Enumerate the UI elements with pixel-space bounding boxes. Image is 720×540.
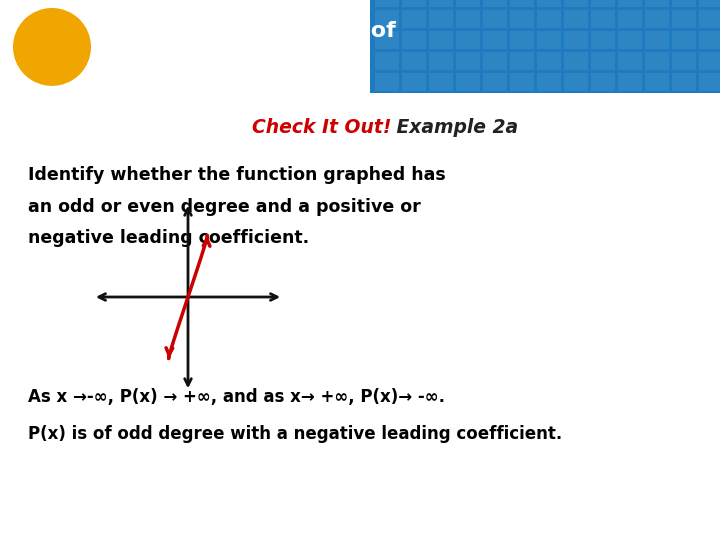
FancyBboxPatch shape [618,52,642,70]
FancyBboxPatch shape [456,52,480,70]
FancyBboxPatch shape [537,52,561,70]
FancyBboxPatch shape [375,0,399,7]
Text: negative leading coefficient.: negative leading coefficient. [28,229,309,247]
FancyBboxPatch shape [564,52,588,70]
FancyBboxPatch shape [402,10,426,28]
FancyBboxPatch shape [510,0,534,7]
FancyBboxPatch shape [510,52,534,70]
FancyBboxPatch shape [375,10,399,28]
FancyBboxPatch shape [645,0,669,7]
FancyBboxPatch shape [483,52,507,70]
Text: Identify whether the function graphed has: Identify whether the function graphed ha… [28,166,446,184]
FancyBboxPatch shape [375,52,399,70]
FancyBboxPatch shape [510,31,534,49]
FancyBboxPatch shape [618,73,642,91]
Text: P(x) is of odd degree with a negative leading coefficient.: P(x) is of odd degree with a negative le… [28,424,562,443]
FancyBboxPatch shape [429,52,453,70]
FancyBboxPatch shape [402,31,426,49]
FancyBboxPatch shape [564,31,588,49]
FancyBboxPatch shape [483,0,507,7]
FancyBboxPatch shape [483,10,507,28]
FancyBboxPatch shape [483,73,507,91]
FancyBboxPatch shape [591,73,615,91]
FancyBboxPatch shape [672,0,696,7]
FancyBboxPatch shape [375,73,399,91]
FancyBboxPatch shape [645,10,669,28]
FancyBboxPatch shape [591,31,615,49]
FancyBboxPatch shape [483,31,507,49]
FancyBboxPatch shape [618,0,642,7]
FancyBboxPatch shape [618,31,642,49]
FancyBboxPatch shape [564,10,588,28]
Text: Check It Out!: Check It Out! [252,118,392,137]
FancyBboxPatch shape [456,0,480,7]
FancyBboxPatch shape [645,73,669,91]
FancyBboxPatch shape [456,31,480,49]
FancyBboxPatch shape [510,10,534,28]
FancyBboxPatch shape [591,0,615,7]
FancyBboxPatch shape [402,0,426,7]
Text: Holt McDougal Algebra 2: Holt McDougal Algebra 2 [14,515,201,528]
FancyBboxPatch shape [618,10,642,28]
FancyBboxPatch shape [429,73,453,91]
FancyBboxPatch shape [429,0,453,7]
FancyBboxPatch shape [591,52,615,70]
FancyBboxPatch shape [564,73,588,91]
FancyBboxPatch shape [672,73,696,91]
FancyBboxPatch shape [456,10,480,28]
FancyBboxPatch shape [537,73,561,91]
FancyBboxPatch shape [699,73,720,91]
FancyBboxPatch shape [537,31,561,49]
FancyBboxPatch shape [699,10,720,28]
Text: Polynomial Functions: Polynomial Functions [100,55,368,75]
FancyBboxPatch shape [645,52,669,70]
FancyBboxPatch shape [537,0,561,7]
FancyBboxPatch shape [429,10,453,28]
FancyBboxPatch shape [699,52,720,70]
Text: As x →-∞, P(x) → +∞, and as x→ +∞, P(x)→ -∞.: As x →-∞, P(x) → +∞, and as x→ +∞, P(x)→… [28,388,445,406]
FancyBboxPatch shape [591,10,615,28]
Text: an odd or even degree and a positive or: an odd or even degree and a positive or [28,198,420,215]
FancyBboxPatch shape [537,10,561,28]
Ellipse shape [13,8,91,86]
FancyBboxPatch shape [645,31,669,49]
FancyBboxPatch shape [456,73,480,91]
FancyBboxPatch shape [429,31,453,49]
Text: Example 2a: Example 2a [390,118,518,137]
FancyBboxPatch shape [672,31,696,49]
Text: Investigating Graphs of: Investigating Graphs of [100,21,396,41]
FancyBboxPatch shape [564,0,588,7]
Bar [370,0,720,93]
Text: Copyright © by Holt Mc Dougal. All Rights Reserved.: Copyright © by Holt Mc Dougal. All Right… [431,516,706,526]
FancyBboxPatch shape [699,31,720,49]
FancyBboxPatch shape [402,52,426,70]
FancyBboxPatch shape [699,0,720,7]
FancyBboxPatch shape [375,31,399,49]
FancyBboxPatch shape [402,73,426,91]
FancyBboxPatch shape [510,73,534,91]
FancyBboxPatch shape [672,10,696,28]
FancyBboxPatch shape [672,52,696,70]
